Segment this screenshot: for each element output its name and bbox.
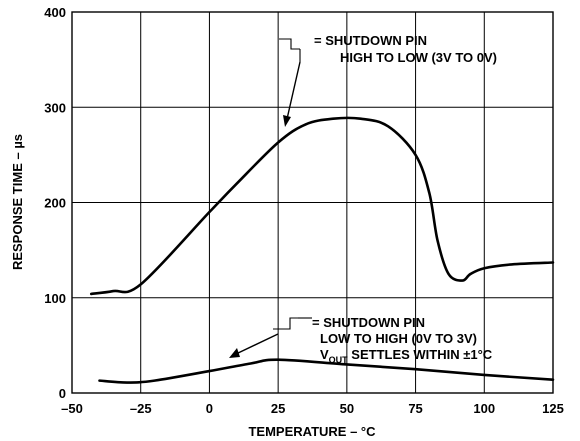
y-tick-label: 300 bbox=[44, 100, 66, 115]
annotation-2-line-3: VOUT SETTLES WITHIN ±1°C bbox=[320, 347, 493, 365]
annotation-high-to-low: = SHUTDOWN PIN HIGH TO LOW (3V TO 0V) bbox=[279, 33, 497, 127]
x-tick-label: 75 bbox=[408, 401, 422, 416]
x-tick-label: 125 bbox=[542, 401, 564, 416]
y-tick-labels: 0 100 200 300 400 bbox=[44, 5, 66, 401]
plot-frame bbox=[71, 11, 554, 394]
x-tick-label: 100 bbox=[473, 401, 495, 416]
low-to-high-step-icon bbox=[273, 317, 298, 330]
series-layer bbox=[89, 116, 555, 384]
y-tick-label: 100 bbox=[44, 291, 66, 306]
low-to-high-arrowhead bbox=[229, 348, 240, 358]
y-tick-label: 400 bbox=[44, 5, 66, 20]
annotation-1-line-1: = SHUTDOWN PIN bbox=[314, 33, 427, 48]
x-tick-label: –25 bbox=[130, 401, 152, 416]
annotation-2-line-1: = SHUTDOWN PIN bbox=[312, 315, 425, 330]
x-tick-label: 50 bbox=[340, 401, 354, 416]
y-tick-label: 0 bbox=[59, 386, 66, 401]
y-axis-title: RESPONSE TIME – µs bbox=[10, 134, 25, 270]
annotation-low-to-high: = SHUTDOWN PIN LOW TO HIGH (0V TO 3V) VO… bbox=[229, 315, 493, 365]
low-to-high-arrow bbox=[235, 333, 279, 355]
x-tick-label: 0 bbox=[206, 401, 213, 416]
high-to-low-arrowhead bbox=[283, 115, 291, 127]
vout-v: V bbox=[320, 347, 329, 362]
annotation-1-line-2: HIGH TO LOW (3V TO 0V) bbox=[340, 50, 497, 65]
annotation-2-line-2: LOW TO HIGH (0V TO 3V) bbox=[320, 331, 477, 346]
high-to-low-step-icon bbox=[279, 38, 300, 50]
high-to-low-arrow bbox=[286, 61, 301, 120]
x-axis-title: TEMPERATURE – °C bbox=[248, 424, 376, 439]
series-low-to-high-line bbox=[98, 358, 555, 384]
series-high-to-low-line bbox=[89, 116, 555, 296]
vout-settles-text: SETTLES WITHIN ±1°C bbox=[348, 347, 493, 362]
grid-lines bbox=[72, 12, 553, 393]
x-tick-label: 25 bbox=[271, 401, 285, 416]
x-tick-label: –50 bbox=[61, 401, 83, 416]
x-tick-labels: –50 –25 0 25 50 75 100 125 bbox=[61, 401, 564, 416]
vout-subscript: OUT bbox=[329, 355, 349, 365]
y-tick-label: 200 bbox=[44, 196, 66, 211]
